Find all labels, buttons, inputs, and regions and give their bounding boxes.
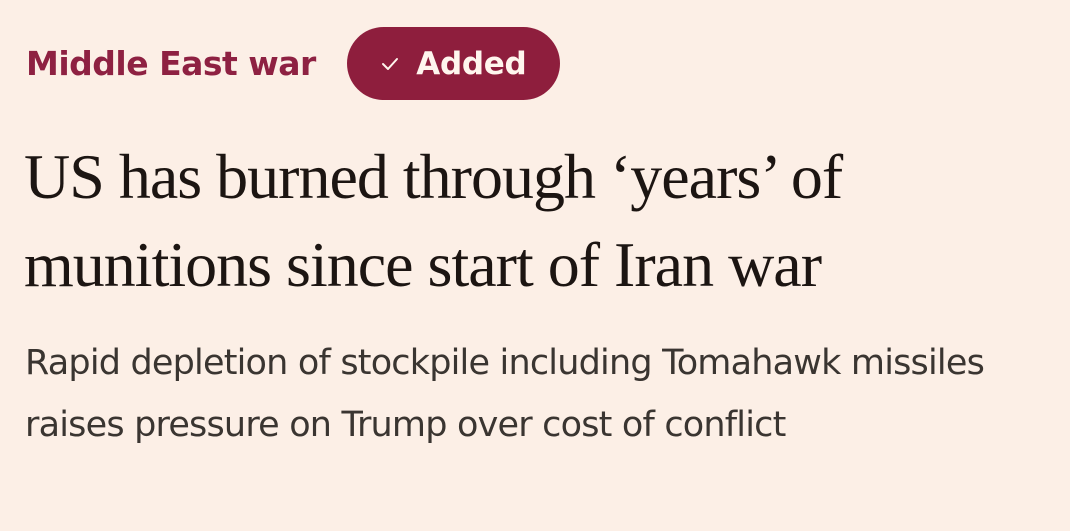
topic-row: Middle East war Added (26, 27, 560, 100)
added-button[interactable]: Added (346, 27, 560, 100)
check-icon (380, 54, 400, 74)
article-standfirst: Rapid depletion of stockpile including T… (25, 343, 985, 445)
article-headline[interactable]: US has burned through ‘years’ of munitio… (24, 141, 843, 300)
added-label: Added (416, 45, 527, 82)
topic-link[interactable]: Middle East war (26, 44, 316, 83)
